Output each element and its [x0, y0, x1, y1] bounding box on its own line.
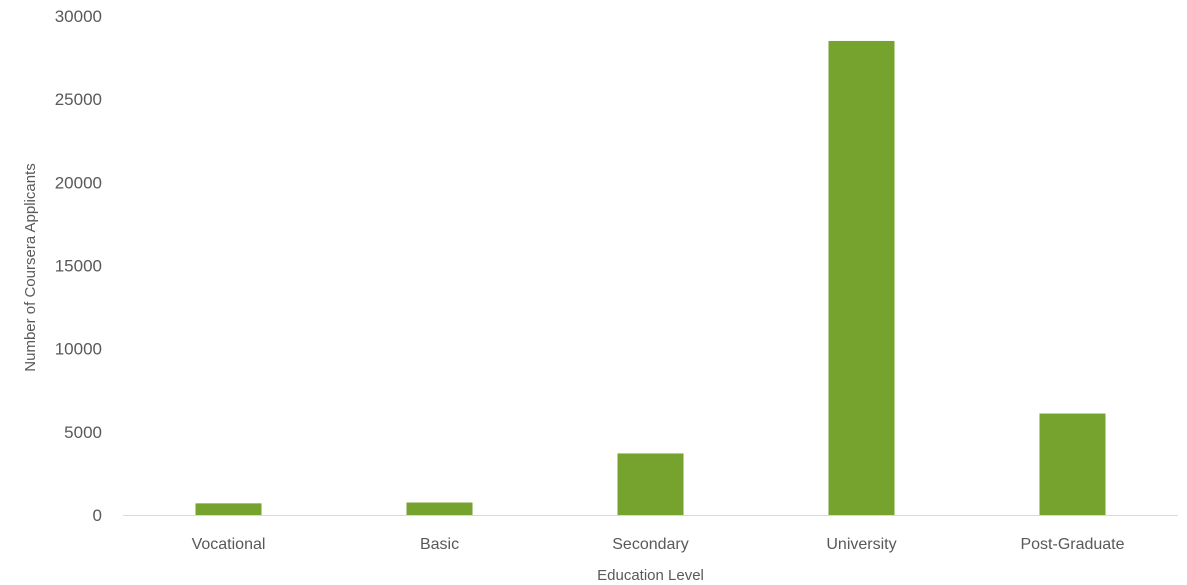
bars — [195, 40, 1106, 515]
y-axis-title: Number of Coursera Applicants — [22, 163, 39, 371]
bar-university — [828, 40, 895, 515]
y-tick-label: 5000 — [64, 423, 102, 442]
y-tick-label: 10000 — [55, 340, 102, 359]
y-tick-label: 0 — [93, 506, 102, 525]
x-tick-label: Secondary — [612, 536, 689, 553]
bar-vocational — [195, 503, 262, 515]
x-axis-title: Education Level — [597, 567, 704, 584]
y-tick-label: 30000 — [55, 7, 102, 26]
x-tick-label: Post-Graduate — [1020, 536, 1124, 553]
x-tick-label: Basic — [420, 536, 459, 553]
bar-basic — [406, 502, 473, 515]
y-tick-label: 25000 — [55, 90, 102, 109]
x-tick-label: University — [826, 536, 896, 553]
y-tick-label: 20000 — [55, 173, 102, 192]
x-tick-label: Vocational — [192, 536, 266, 553]
y-tick-label: 15000 — [55, 257, 102, 276]
x-axis-tick-labels: Vocational Basic Secondary University Post-G… — [192, 536, 1125, 553]
y-axis-ticks: 0 5000 10000 15000 20000 25000 30000 — [55, 7, 102, 525]
bar-post-graduate — [1039, 413, 1106, 515]
bar-secondary — [617, 453, 684, 515]
